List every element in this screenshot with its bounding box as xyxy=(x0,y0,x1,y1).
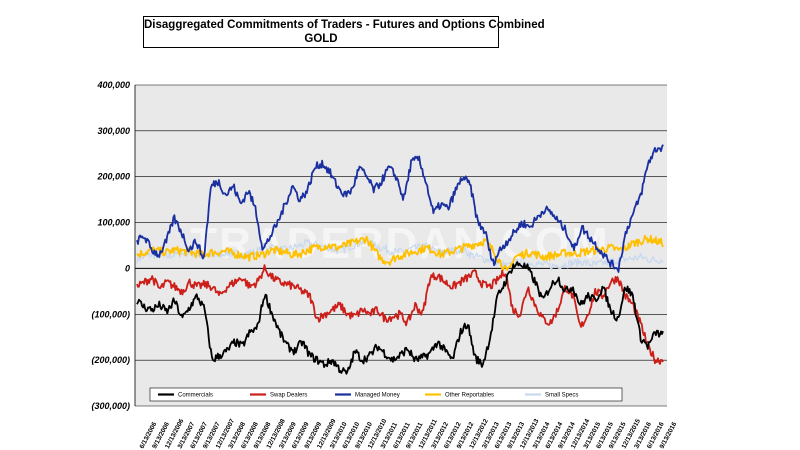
legend-label: Managed Money xyxy=(355,393,400,399)
series-line-commercials xyxy=(136,261,664,375)
legend-label: Other Reportables xyxy=(445,393,494,399)
legend: Commercials Swap Dealers Managed Money Othe… xyxy=(149,387,623,402)
legend-label: Swap Dealers xyxy=(270,393,307,399)
y-tick-label: 400,000 xyxy=(96,80,130,90)
series-lines xyxy=(136,144,664,375)
x-axis: 6/13/20069/13/200612/13/20063/13/20076/1… xyxy=(139,418,679,450)
y-tick-label: (300,000) xyxy=(91,401,130,411)
chart-title-box: Disaggregated Commitments of Traders - F… xyxy=(143,16,545,48)
y-tick-label: 0 xyxy=(125,263,130,273)
y-axis: 400,000 300,000 200,000 100,000 0 (100,000) (2… xyxy=(91,80,136,411)
y-tick-label: (100,000) xyxy=(91,309,130,319)
series-line-managed-money xyxy=(136,144,664,273)
y-tick-label: 100,000 xyxy=(97,218,130,228)
y-tick-label: 300,000 xyxy=(97,126,130,136)
legend-label: Commercials xyxy=(178,393,213,399)
series-line-other-reportables xyxy=(136,234,664,272)
series-line-small-specs xyxy=(136,237,664,271)
y-tick-label: (200,000) xyxy=(91,355,130,365)
y-tick-label: 200,000 xyxy=(96,172,130,182)
series-line-swap-dealers xyxy=(136,264,664,365)
chart-subtitle: GOLD xyxy=(304,33,338,45)
legend-label: Small Specs xyxy=(545,393,578,399)
legend-box xyxy=(149,387,623,402)
chart-title: Disaggregated Commitments of Traders - F… xyxy=(144,19,545,31)
